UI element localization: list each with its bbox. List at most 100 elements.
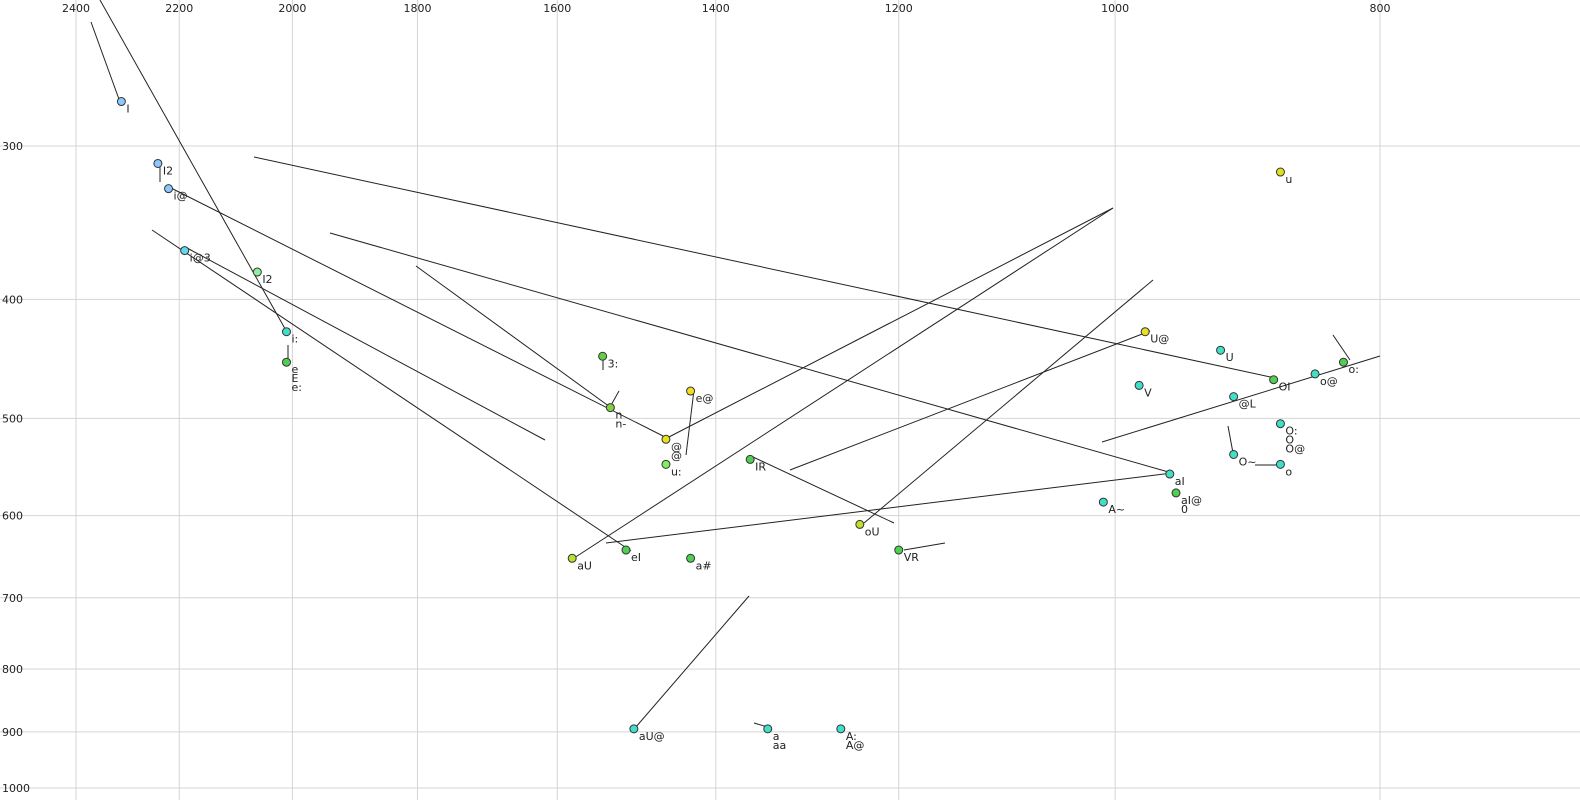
vowel-point xyxy=(153,158,163,168)
x-tick-label: 1800 xyxy=(403,2,431,15)
trajectory xyxy=(99,0,289,335)
vowel-label: u xyxy=(1285,173,1292,186)
vowel-label: aI xyxy=(1175,475,1185,488)
vowel-label: VR xyxy=(904,551,920,564)
vowel-label: A: xyxy=(846,730,857,743)
y-tick-label: 300 xyxy=(2,140,23,153)
vowel-label: e@ xyxy=(696,392,714,405)
vowel-point xyxy=(629,724,639,734)
vowel-point xyxy=(621,545,631,555)
trajectory xyxy=(789,330,1151,471)
vowel-point xyxy=(1275,459,1285,469)
x-tick-label: 2400 xyxy=(62,2,90,15)
vowel-label: e: xyxy=(291,381,301,394)
y-tick-label: 400 xyxy=(2,293,23,306)
trajectory xyxy=(1227,425,1234,454)
trajectory xyxy=(1101,355,1381,443)
vowel-point xyxy=(1098,497,1108,507)
vowel-point xyxy=(894,545,904,555)
vowel-label: i: xyxy=(291,333,298,346)
vowel-point xyxy=(1171,488,1181,498)
vowel-point xyxy=(1338,357,1348,367)
y-tick-label: 500 xyxy=(2,412,23,425)
vowel-label: n xyxy=(615,409,622,422)
vowel-point xyxy=(763,724,773,734)
vowel-label: O xyxy=(1285,434,1294,447)
vowel-label: i@3 xyxy=(190,252,211,265)
vowel-label: IR xyxy=(755,460,766,473)
vowel-point xyxy=(855,519,865,529)
vowel-label: aI@ xyxy=(1181,494,1202,507)
vowel-label: oU xyxy=(865,525,880,538)
vowel-label: O: xyxy=(1285,425,1297,438)
vowel-label: aU@ xyxy=(639,730,665,743)
vowel-label: A@ xyxy=(846,739,865,752)
vowel-label: a# xyxy=(696,559,712,572)
y-tick-label: 1000 xyxy=(2,782,30,795)
vowel-point xyxy=(1229,392,1239,402)
vowel-label: o xyxy=(1285,465,1292,478)
trajectory xyxy=(151,229,632,552)
vowel-point xyxy=(281,327,291,337)
vowel-point xyxy=(1216,345,1226,355)
vowel-point xyxy=(836,724,846,734)
trajectory xyxy=(685,389,695,456)
vowel-label: V xyxy=(1144,386,1152,399)
vowel-point xyxy=(1275,419,1285,429)
vowel-point xyxy=(281,357,291,367)
trajectory xyxy=(253,156,1276,379)
vowel-label: I xyxy=(126,103,129,116)
points: II2i@i@3I2i:eEe:3:nn-@@u:e@IRaUeIa#oUVRa… xyxy=(116,97,1359,752)
vowel-point xyxy=(116,97,126,107)
vowel-label: @ xyxy=(671,449,682,462)
x-tick-label: 800 xyxy=(1370,2,1391,15)
vowel-label: I2 xyxy=(163,164,173,177)
vowel-label: U xyxy=(1226,351,1234,364)
trajectory xyxy=(329,232,1173,474)
vowel-point xyxy=(686,386,696,396)
trajectory xyxy=(415,265,611,408)
vowel-point xyxy=(1229,449,1239,459)
vowel-point xyxy=(252,267,262,277)
y-tick-label: 700 xyxy=(2,592,23,605)
trajectory xyxy=(634,595,750,729)
trajectory xyxy=(570,207,1114,561)
vowel-point xyxy=(745,454,755,464)
x-tick-label: 2000 xyxy=(278,2,306,15)
vowel-label: o: xyxy=(1348,363,1358,376)
vowel-point xyxy=(598,351,608,361)
vowel-label: n- xyxy=(615,418,626,431)
y-tick-label: 800 xyxy=(2,663,23,676)
x-tick-label: 1400 xyxy=(702,2,730,15)
vowel-label: o@ xyxy=(1320,375,1338,388)
vowel-point xyxy=(1165,469,1175,479)
vowel-label: U@ xyxy=(1150,333,1169,346)
trajectory xyxy=(863,279,1154,524)
vowel-point xyxy=(1140,327,1150,337)
trajectory xyxy=(752,456,895,524)
vowel-label: @L xyxy=(1239,398,1257,411)
trajectory xyxy=(186,247,546,441)
trajectory xyxy=(605,472,1173,544)
vowel-label: A~ xyxy=(1108,503,1125,516)
vowel-label: E xyxy=(291,372,298,385)
vowel-point xyxy=(1310,369,1320,379)
vowel-point xyxy=(661,459,671,469)
vowel-point xyxy=(164,184,174,194)
vowel-point xyxy=(686,553,696,563)
vowel-label: 0 xyxy=(1181,503,1188,516)
vowel-label: e xyxy=(291,363,298,376)
vowel-point xyxy=(1134,380,1144,390)
vowel-point xyxy=(180,246,190,256)
vowel-label: u: xyxy=(671,465,682,478)
vowel-label: i@ xyxy=(174,190,188,203)
vowel-label: I2 xyxy=(262,273,272,286)
y-tick-label: 600 xyxy=(2,510,23,523)
trajectory xyxy=(90,21,121,103)
vowel-label: O~ xyxy=(1239,455,1257,468)
vowel-point xyxy=(1275,167,1285,177)
vowel-point xyxy=(661,434,671,444)
vowel-label: O@ xyxy=(1285,443,1305,456)
trajectory xyxy=(666,207,1114,439)
